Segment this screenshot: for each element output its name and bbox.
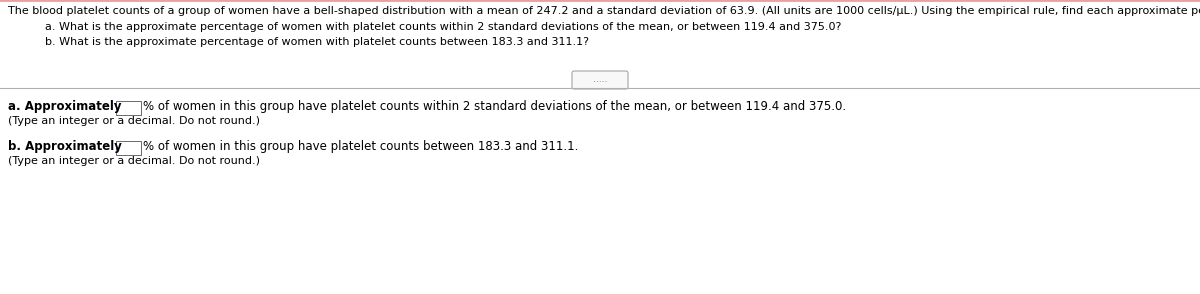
Text: b. What is the approximate percentage of women with platelet counts between 183.: b. What is the approximate percentage of…: [46, 37, 589, 47]
Text: % of women in this group have platelet counts between 183.3 and 311.1.: % of women in this group have platelet c…: [143, 140, 578, 153]
Text: a. Approximately: a. Approximately: [8, 100, 126, 113]
FancyBboxPatch shape: [115, 101, 140, 114]
Text: (Type an integer or a decimal. Do not round.): (Type an integer or a decimal. Do not ro…: [8, 116, 260, 126]
FancyBboxPatch shape: [572, 71, 628, 89]
FancyBboxPatch shape: [115, 141, 140, 155]
Text: a. What is the approximate percentage of women with platelet counts within 2 sta: a. What is the approximate percentage of…: [46, 22, 841, 32]
Text: (Type an integer or a decimal. Do not round.): (Type an integer or a decimal. Do not ro…: [8, 156, 260, 166]
Text: The blood platelet counts of a group of women have a bell-shaped distribution wi: The blood platelet counts of a group of …: [8, 6, 1200, 16]
Text: b. Approximately: b. Approximately: [8, 140, 126, 153]
Text: .....: .....: [593, 76, 607, 84]
Text: % of women in this group have platelet counts within 2 standard deviations of th: % of women in this group have platelet c…: [143, 100, 846, 113]
